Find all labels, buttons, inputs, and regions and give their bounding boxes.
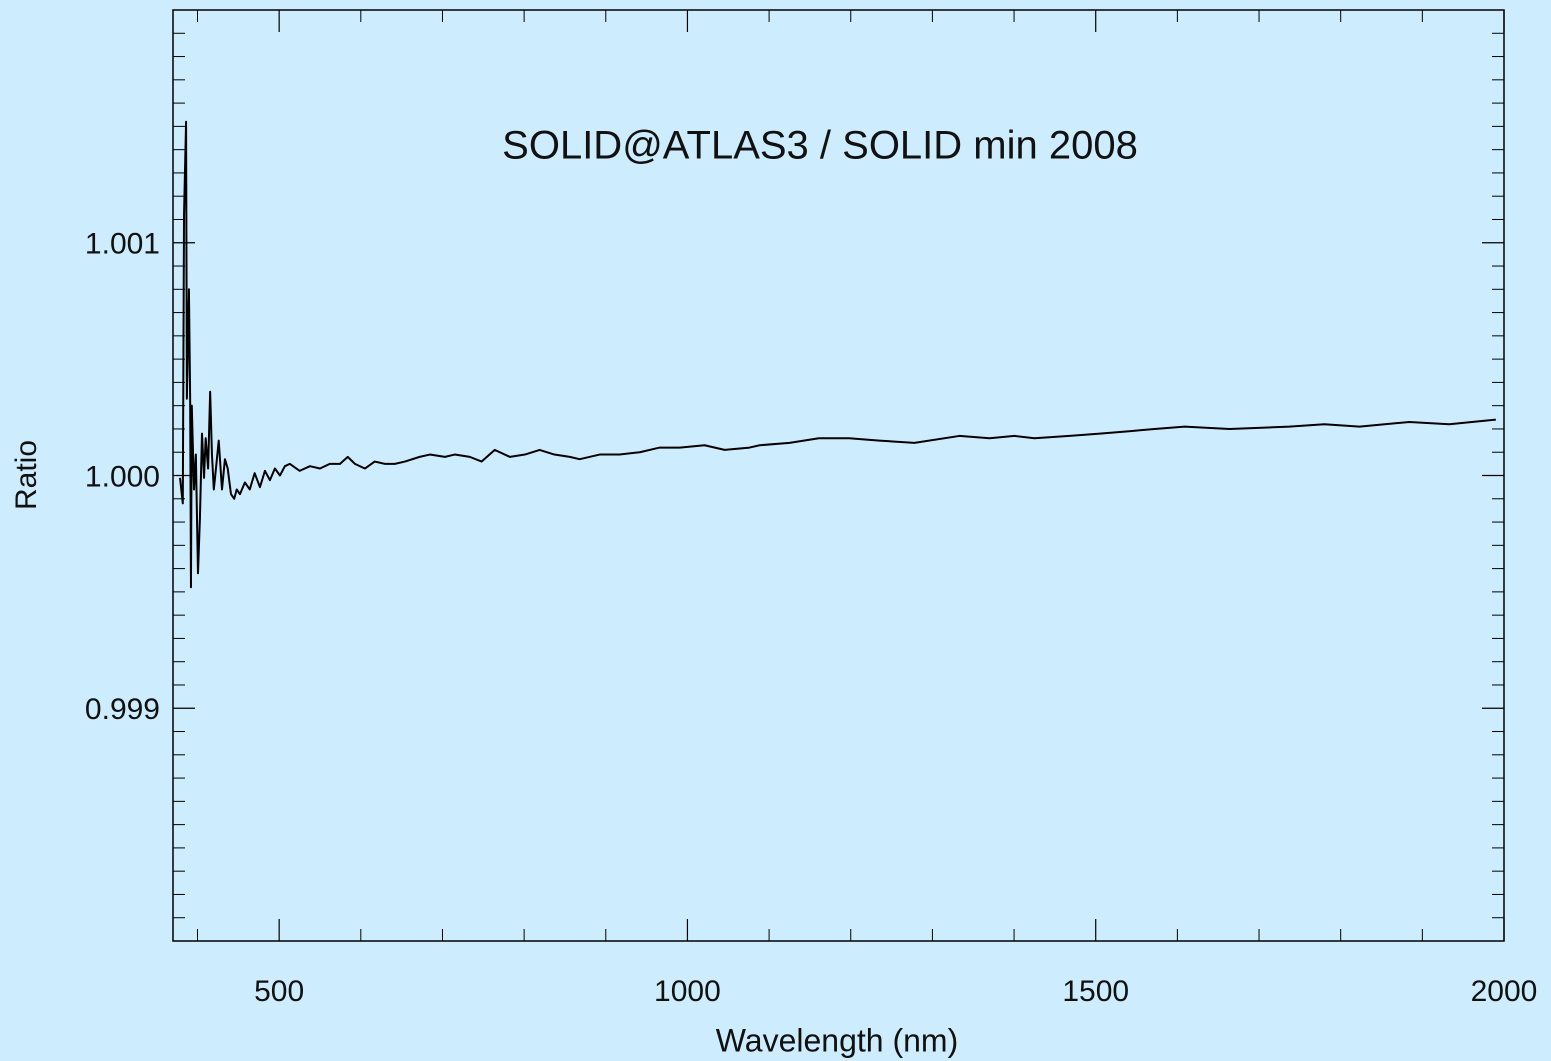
y-axis-label: Ratio (10, 440, 43, 510)
y-tick-label: 1.000 (85, 460, 160, 493)
y-tick-label: 0.999 (85, 693, 160, 726)
x-tick-label: 2000 (1471, 975, 1538, 1008)
x-tick-label: 500 (254, 975, 304, 1008)
data-line (179, 120, 1496, 589)
x-axis-label: Wavelength (nm) (716, 1022, 958, 1058)
chart-title: SOLID@ATLAS3 / SOLID min 2008 (502, 124, 1138, 168)
x-tick-label: 1500 (1062, 975, 1129, 1008)
y-tick-label: 1.001 (85, 228, 160, 261)
x-tick-label: 1000 (654, 975, 721, 1008)
